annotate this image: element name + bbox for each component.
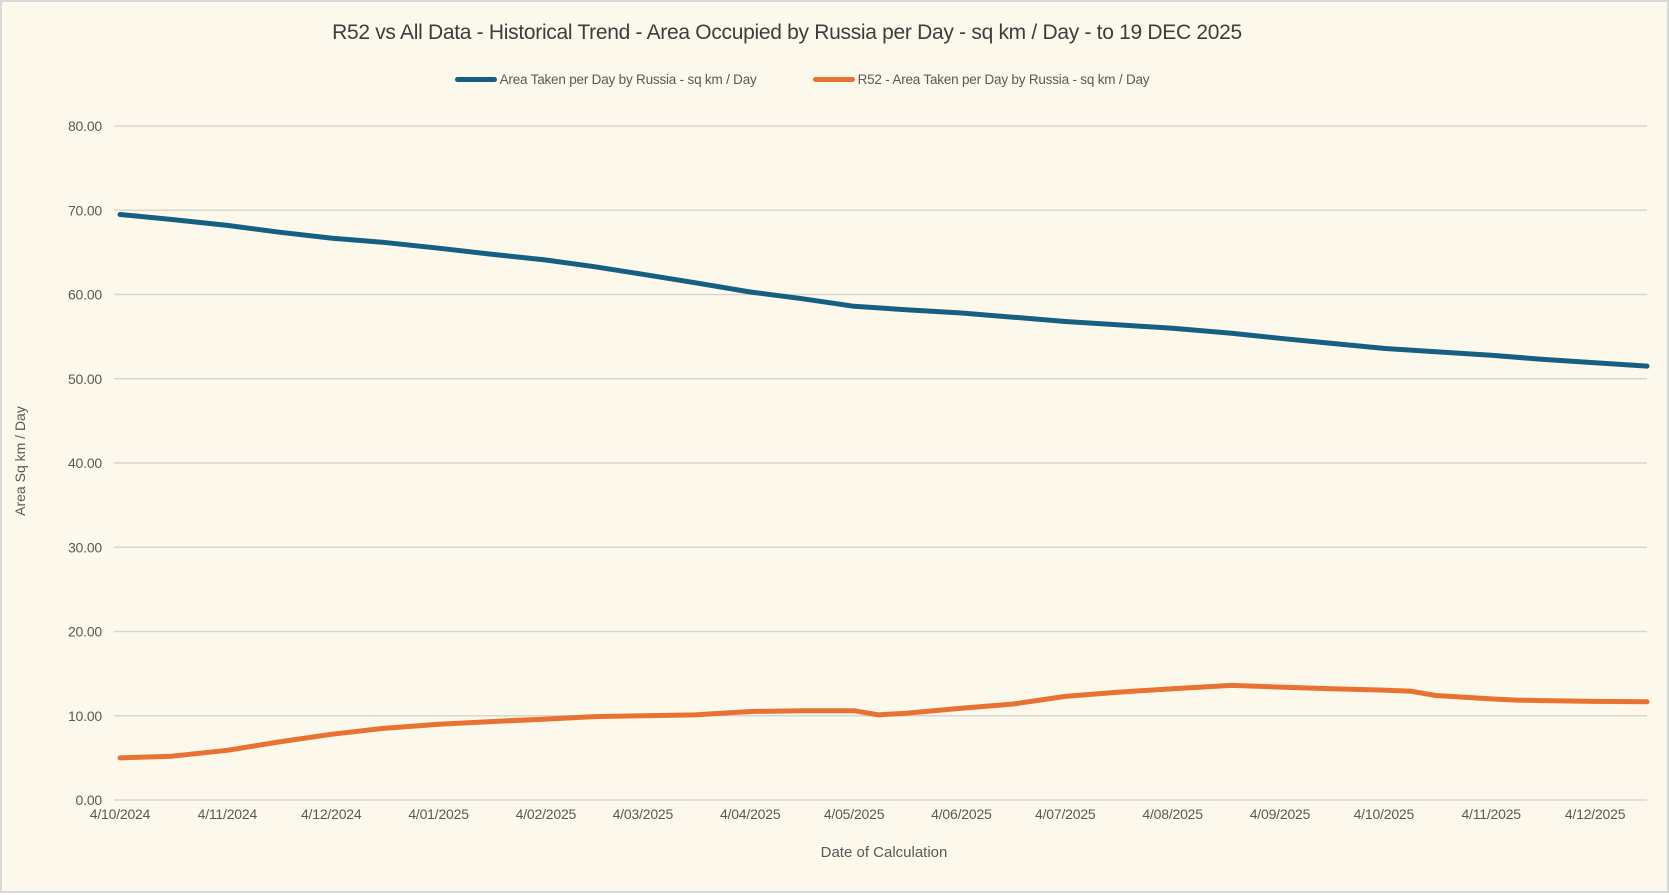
x-tick-label: 4/09/2025 bbox=[1250, 806, 1311, 822]
y-tick-label: 20.00 bbox=[68, 624, 102, 640]
y-tick-label: 40.00 bbox=[68, 455, 102, 471]
x-tick-label: 4/01/2025 bbox=[408, 806, 469, 822]
y-tick-label: 70.00 bbox=[68, 202, 102, 218]
y-tick-label: 60.00 bbox=[68, 287, 102, 303]
y-tick-label: 10.00 bbox=[68, 708, 102, 724]
series-lines bbox=[117, 212, 1650, 761]
legend: Area Taken per Day by Russia - sq km / D… bbox=[2, 72, 1602, 87]
x-tick-label: 4/08/2025 bbox=[1142, 806, 1203, 822]
x-tick-label: 4/03/2025 bbox=[613, 806, 674, 822]
legend-label-all-data: Area Taken per Day by Russia - sq km / D… bbox=[499, 72, 757, 87]
x-tick-label: 4/11/2024 bbox=[198, 806, 258, 822]
legend-line-marker-blue bbox=[454, 77, 497, 82]
x-tick-label: 4/10/2025 bbox=[1354, 806, 1415, 822]
legend-entry-all-data: Area Taken per Day by Russia - sq km / D… bbox=[454, 72, 757, 87]
series-line-all-data bbox=[117, 212, 1650, 369]
chart-title: R52 vs All Data - Historical Trend - Are… bbox=[332, 21, 1242, 44]
y-tick-label: 50.00 bbox=[68, 371, 102, 387]
legend-label-r52: R52 - Area Taken per Day by Russia - sq … bbox=[857, 72, 1150, 87]
x-tick-label: 4/11/2025 bbox=[1461, 806, 1521, 822]
legend-line-marker-orange bbox=[812, 77, 855, 82]
legend-entry-r52: R52 - Area Taken per Day by Russia - sq … bbox=[812, 72, 1150, 87]
y-tick-label: 30.00 bbox=[68, 539, 102, 555]
x-tick-label: 4/12/2024 bbox=[301, 806, 362, 822]
y-tick-label: 0.00 bbox=[76, 792, 103, 808]
x-axis-title: Date of Calculation bbox=[820, 844, 948, 861]
x-tick-label: 4/07/2025 bbox=[1035, 806, 1096, 822]
series-line-r52 bbox=[117, 682, 1650, 761]
x-tick-label: 4/05/2025 bbox=[824, 806, 885, 822]
x-tick-label: 4/06/2025 bbox=[931, 806, 992, 822]
x-tick-label: 4/10/2024 bbox=[90, 806, 151, 822]
x-tick-label: 4/04/2025 bbox=[720, 806, 781, 822]
gridlines bbox=[114, 125, 1647, 801]
y-tick-label: 80.00 bbox=[68, 118, 102, 134]
x-tick-label: 4/02/2025 bbox=[516, 806, 577, 822]
x-axis-tick-labels: 4/10/2024 4/11/2024 4/12/2024 4/01/2025 4/02… bbox=[90, 806, 1626, 822]
y-axis-tick-labels: 0.00 10.00 20.00 30.00 40.00 50.00 60.00 70.00 8… bbox=[68, 118, 103, 808]
x-tick-label: 4/12/2025 bbox=[1565, 806, 1626, 822]
